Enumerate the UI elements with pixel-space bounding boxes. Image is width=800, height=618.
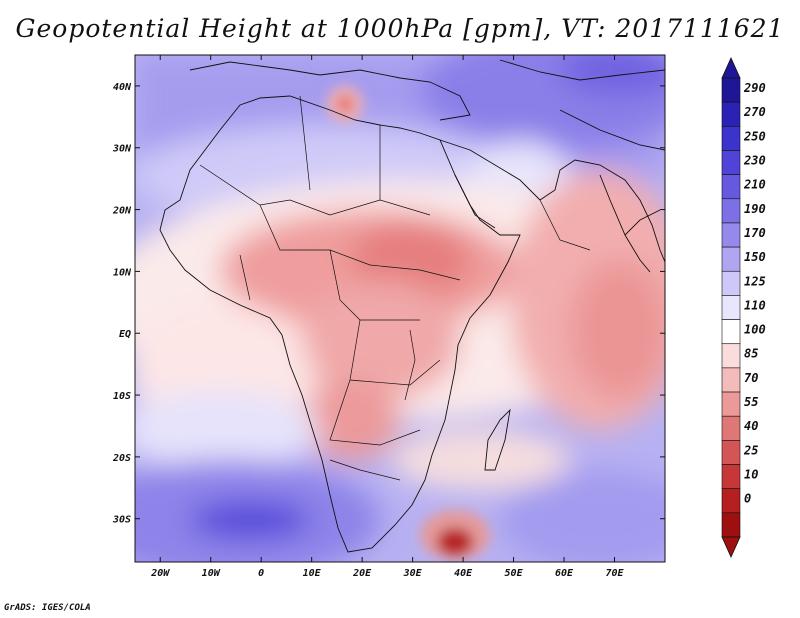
- colorbar-label: 125: [744, 274, 766, 288]
- lat-tick-label: 20N: [112, 206, 132, 217]
- lon-tick-label: 10E: [303, 568, 322, 579]
- colorbar-swatch: [721, 126, 741, 151]
- lon-tick-label: 50E: [505, 568, 524, 579]
- lon-tick-label: 70E: [605, 568, 624, 579]
- colorbar-swatch: [721, 391, 741, 417]
- colorbar-label: 290: [743, 81, 766, 95]
- colorbar-label: 100: [744, 323, 766, 337]
- colorbar-label: 70: [744, 371, 758, 385]
- colorbar-label: 25: [743, 443, 758, 457]
- colorbar-label: 110: [744, 298, 766, 312]
- colorbar-swatch: [721, 246, 741, 272]
- colorbar-swatch: [721, 488, 741, 514]
- colorbar-label: 170: [744, 226, 766, 240]
- colorbar-swatch: [721, 295, 741, 320]
- colorbar: 2902702502302101901701501251101008570554…: [721, 57, 766, 558]
- colorbar-swatch: [721, 343, 741, 369]
- colorbar-label: 250: [743, 129, 766, 143]
- lon-tick-label: 10W: [202, 568, 221, 579]
- lat-tick-label: 30S: [112, 515, 131, 526]
- colorbar-swatch: [721, 367, 741, 393]
- colorbar-swatch: [721, 270, 741, 296]
- colorbar-swatch: [721, 101, 741, 127]
- longitude-axis: 20W 10W 0 10E 20E 30E 40E 50E 60E 70E: [150, 55, 625, 579]
- lat-tick-label: 40N: [113, 82, 132, 93]
- plot-frame: [134, 54, 666, 563]
- colorbar-label: 10: [744, 468, 758, 482]
- grads-credit: GrADS: IGES/COLA: [4, 603, 91, 613]
- colorbar-swatch: [721, 464, 741, 489]
- lon-tick-label: 30E: [403, 568, 423, 579]
- colorbar-swatch: [721, 512, 741, 538]
- colorbar-label: 150: [744, 250, 766, 264]
- country-borders: [199, 95, 591, 481]
- latitude-axis: 40N 30N 20N 10N EQ 10S 20S 30S: [112, 82, 665, 526]
- colorbar-label: 0: [744, 492, 751, 506]
- lon-tick-label: 0: [258, 568, 264, 579]
- colorbar-swatch: [721, 319, 741, 345]
- lon-tick-label: 20E: [352, 568, 372, 579]
- lat-tick-label: EQ: [119, 329, 131, 340]
- colorbar-swatch: [721, 440, 741, 465]
- colorbar-swatch: [721, 77, 741, 103]
- lat-tick-label: 30N: [112, 144, 132, 155]
- lon-tick-label: 40E: [454, 568, 473, 579]
- colorbar-label: 230: [743, 153, 766, 167]
- colorbar-swatch: [721, 222, 741, 248]
- colorbar-label: 55: [744, 395, 758, 409]
- colorbar-swatch: [721, 198, 741, 224]
- lon-tick-label: 20W: [150, 568, 170, 579]
- colorbar-label: 40: [744, 419, 758, 433]
- colorbar-label: 270: [743, 105, 766, 119]
- colorbar-swatch: [721, 415, 741, 441]
- height-field: [135, 55, 665, 562]
- coastlines: [159, 59, 665, 553]
- lon-tick-label: 60E: [555, 568, 574, 579]
- colorbar-label: 190: [744, 202, 766, 216]
- colorbar-top-arrow: [721, 57, 741, 79]
- lat-tick-label: 10N: [113, 267, 132, 278]
- colorbar-swatch: [721, 150, 741, 175]
- map-title: Geopotential Height at 1000hPa [gpm], VT…: [15, 14, 785, 43]
- colorbar-label: 210: [743, 178, 766, 192]
- colorbar-label: 85: [744, 347, 758, 361]
- lat-tick-label: 20S: [112, 453, 131, 464]
- colorbar-swatch: [721, 174, 741, 200]
- lat-tick-label: 10S: [113, 391, 131, 402]
- colorbar-bottom-arrow: [721, 536, 741, 558]
